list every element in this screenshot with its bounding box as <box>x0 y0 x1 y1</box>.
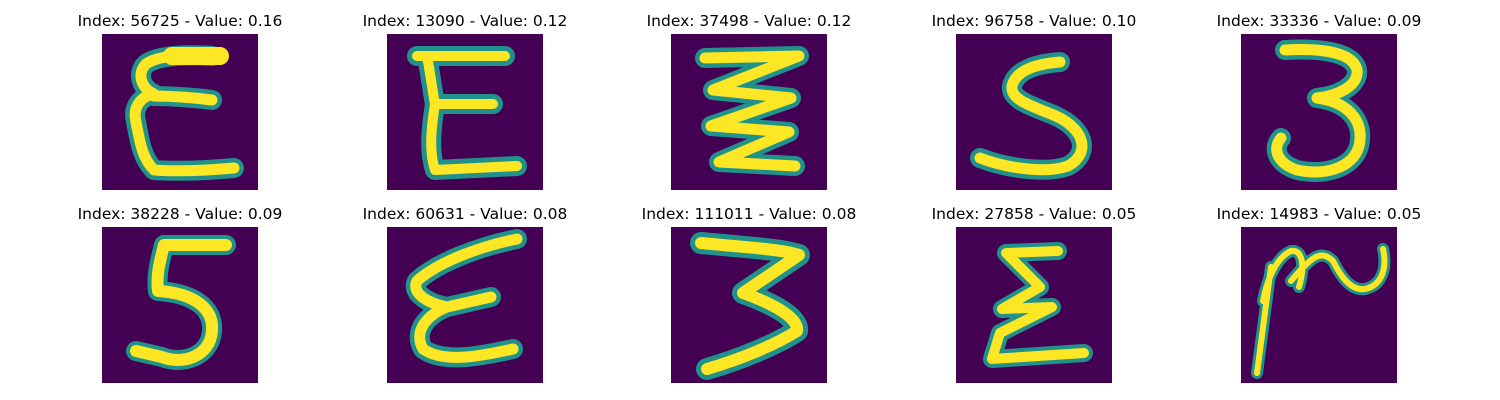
digit-image <box>671 34 827 190</box>
panel-4: Index: 96758 - Value: 0.10 <box>954 12 1114 192</box>
scribble-glyph <box>1241 227 1397 383</box>
sigma-glyph <box>956 227 1112 383</box>
three-glyph <box>671 227 827 383</box>
panel-title: Index: 14983 - Value: 0.05 <box>1179 205 1459 223</box>
digit-image <box>102 34 258 190</box>
panel-8: Index: 111011 - Value: 0.08 <box>669 205 829 385</box>
digit-image <box>956 34 1112 190</box>
panel-title: Index: 38228 - Value: 0.09 <box>40 205 320 223</box>
epsilon-glyph <box>102 34 258 190</box>
panel-9: Index: 27858 - Value: 0.05 <box>954 205 1114 385</box>
panel-2: Index: 13090 - Value: 0.12 <box>385 12 545 192</box>
zigzag-glyph <box>671 34 827 190</box>
panel-5: Index: 33336 - Value: 0.09 <box>1239 12 1399 192</box>
panel-3: Index: 37498 - Value: 0.12 <box>669 12 829 192</box>
five-glyph <box>102 227 258 383</box>
digit-image <box>1241 227 1397 383</box>
panel-title: Index: 56725 - Value: 0.16 <box>40 12 320 30</box>
digit-image <box>387 34 543 190</box>
panel-1: Index: 56725 - Value: 0.16 <box>100 12 260 192</box>
panel-title: Index: 27858 - Value: 0.05 <box>894 205 1174 223</box>
panel-6: Index: 38228 - Value: 0.09 <box>100 205 260 385</box>
digit-image <box>1241 34 1397 190</box>
panel-10: Index: 14983 - Value: 0.05 <box>1239 205 1399 385</box>
three-glyph <box>1241 34 1397 190</box>
digit-image <box>671 227 827 383</box>
five-glyph <box>956 34 1112 190</box>
panel-title: Index: 37498 - Value: 0.12 <box>609 12 889 30</box>
epsilon-glyph <box>387 34 543 190</box>
panel-title: Index: 60631 - Value: 0.08 <box>325 205 605 223</box>
panel-title: Index: 13090 - Value: 0.12 <box>325 12 605 30</box>
digit-image <box>102 227 258 383</box>
panel-title: Index: 111011 - Value: 0.08 <box>609 205 889 223</box>
digit-image <box>956 227 1112 383</box>
panel-title: Index: 96758 - Value: 0.10 <box>894 12 1174 30</box>
digit-image <box>387 227 543 383</box>
epsilon-glyph <box>387 227 543 383</box>
panel-7: Index: 60631 - Value: 0.08 <box>385 205 545 385</box>
panel-title: Index: 33336 - Value: 0.09 <box>1179 12 1459 30</box>
